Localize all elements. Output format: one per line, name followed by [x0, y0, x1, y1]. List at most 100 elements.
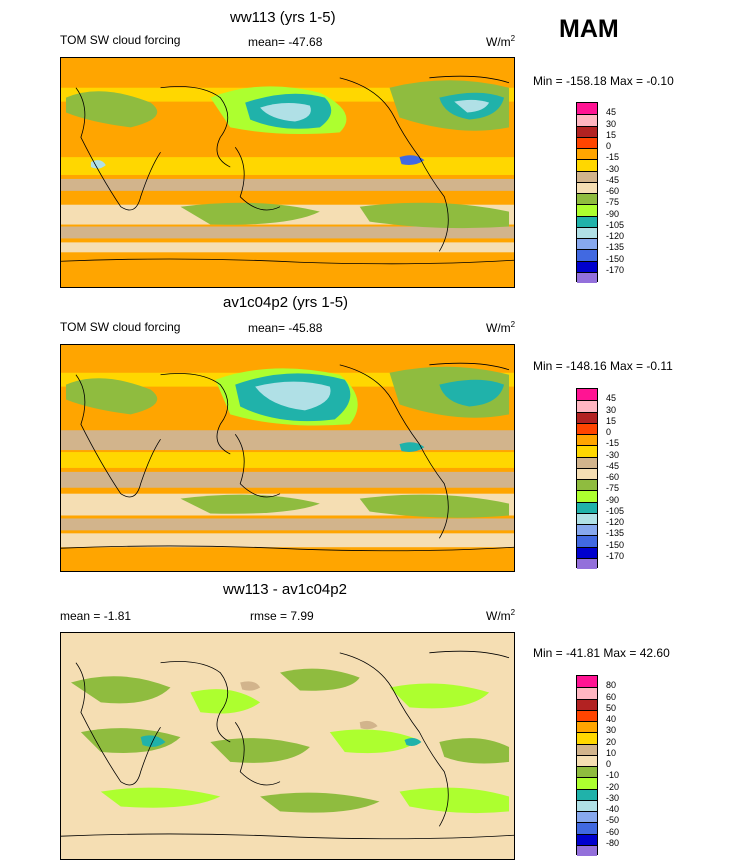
panel-2-minmax: Min = -148.16 Max = -0.11	[533, 359, 673, 373]
colorbar-swatch	[577, 822, 597, 834]
colorbar-swatch	[577, 833, 597, 845]
colorbar-label: 0	[606, 141, 612, 151]
colorbar-label: -150	[606, 253, 625, 264]
colorbar-label: -75	[606, 483, 620, 494]
colorbar-label: 80	[606, 680, 617, 691]
colorbar-label: 60	[606, 691, 617, 702]
colorbar-swatch	[577, 215, 597, 227]
colorbar-swatch	[577, 456, 597, 468]
colorbar-swatch	[577, 249, 597, 261]
colorbar-label: 30	[606, 725, 617, 736]
colorbar-label: -45	[606, 174, 620, 185]
colorbar-swatch	[577, 238, 597, 250]
colorbar-label: 50	[606, 702, 617, 713]
colorbar-label: -135	[606, 528, 625, 539]
colorbar-label: -60	[606, 472, 620, 482]
panel-3-rmse-label: rmse = 7.99	[250, 609, 314, 623]
colorbar-label: -90	[606, 494, 620, 505]
colorbar-swatch	[577, 709, 597, 721]
colorbar-swatch	[577, 148, 597, 160]
panel-1-map	[60, 57, 515, 288]
colorbar-swatch	[577, 125, 597, 137]
colorbar-label: 45	[606, 107, 617, 118]
colorbar-swatch	[577, 766, 597, 778]
colorbar-swatch	[577, 204, 597, 216]
panel-1-colorbar	[576, 102, 598, 283]
panel-1-minmax: Min = -158.18 Max = -0.10	[533, 74, 674, 88]
panel-3-colorbar	[576, 675, 598, 856]
panel-1-title: ww113 (yrs 1-5)	[230, 9, 336, 26]
colorbar-label: -30	[606, 792, 620, 803]
colorbar-label: -60	[606, 826, 620, 837]
colorbar-swatch	[577, 467, 597, 479]
season-label: MAM	[559, 15, 619, 43]
colorbar-label: -60	[606, 186, 620, 196]
colorbar-label: -105	[606, 219, 625, 230]
colorbar-swatch	[577, 754, 597, 766]
colorbar-swatch	[577, 181, 597, 193]
colorbar-swatch	[577, 193, 597, 205]
colorbar-label: -105	[606, 505, 625, 516]
panel-3-minmax: Min = -41.81 Max = 42.60	[533, 646, 670, 660]
colorbar-swatch	[577, 434, 597, 446]
colorbar-label: -45	[606, 460, 620, 471]
panel-2-mean-label: mean= -45.88	[248, 321, 323, 335]
colorbar-swatch	[577, 271, 597, 283]
colorbar-swatch	[577, 546, 597, 558]
colorbar-label: -170	[606, 550, 625, 561]
colorbar-label: -30	[606, 163, 620, 174]
panel-2-title: av1c04p2 (yrs 1-5)	[223, 294, 349, 311]
colorbar-label: -150	[606, 539, 625, 550]
panel-2-unit: W/m2	[486, 320, 516, 335]
colorbar-swatch	[577, 698, 597, 710]
colorbar-swatch	[577, 479, 597, 491]
colorbar-swatch	[577, 799, 597, 811]
colorbar-swatch	[577, 535, 597, 547]
colorbar-swatch	[577, 103, 597, 115]
colorbar-label: -120	[606, 517, 625, 527]
colorbar-swatch	[577, 260, 597, 272]
colorbar-label: 15	[606, 415, 617, 426]
colorbar-swatch	[577, 389, 597, 401]
colorbar-label: -75	[606, 197, 620, 208]
colorbar-swatch	[577, 422, 597, 434]
colorbar-swatch	[577, 687, 597, 699]
panel-3-title: ww113 - av1c04p2	[223, 581, 347, 598]
colorbar-swatch	[577, 743, 597, 755]
panel-1-mean-label: mean= -47.68	[248, 35, 323, 49]
colorbar-swatch	[577, 159, 597, 171]
panel-3-unit: W/m2	[486, 608, 516, 623]
colorbar-swatch	[577, 226, 597, 238]
panel-2-colorbar	[576, 388, 598, 569]
colorbar-swatch	[577, 512, 597, 524]
panel-3-mean-label: mean = -1.81	[60, 609, 132, 623]
colorbar-swatch	[577, 524, 597, 536]
colorbar-label: 30	[606, 118, 617, 129]
colorbar-label: 45	[606, 393, 617, 404]
colorbar-swatch	[577, 676, 597, 688]
colorbar-label: -15	[606, 152, 620, 163]
colorbar-label: 15	[606, 129, 617, 140]
colorbar-swatch	[577, 501, 597, 513]
colorbar-swatch	[577, 721, 597, 733]
panel-2-variable-label: TOM SW cloud forcing	[60, 320, 181, 334]
colorbar-label: -10	[606, 770, 620, 781]
colorbar-swatch	[577, 136, 597, 148]
panel-1-unit: W/m2	[486, 34, 516, 49]
colorbar-label: -40	[606, 804, 620, 814]
colorbar-swatch	[577, 811, 597, 823]
colorbar-label: -80	[606, 837, 620, 848]
panel-1-variable-label: TOM SW cloud forcing	[60, 33, 181, 47]
colorbar-label: 40	[606, 714, 617, 724]
colorbar-swatch	[577, 844, 597, 856]
colorbar-label: -20	[606, 781, 620, 792]
colorbar-label: 0	[606, 427, 612, 437]
panel-2-map	[60, 344, 515, 572]
colorbar-label: 0	[606, 759, 612, 769]
colorbar-label: -170	[606, 264, 625, 275]
colorbar-label: -135	[606, 242, 625, 253]
colorbar-label: 30	[606, 404, 617, 415]
colorbar-swatch	[577, 788, 597, 800]
colorbar-label: 10	[606, 747, 617, 758]
colorbar-label: -30	[606, 449, 620, 460]
